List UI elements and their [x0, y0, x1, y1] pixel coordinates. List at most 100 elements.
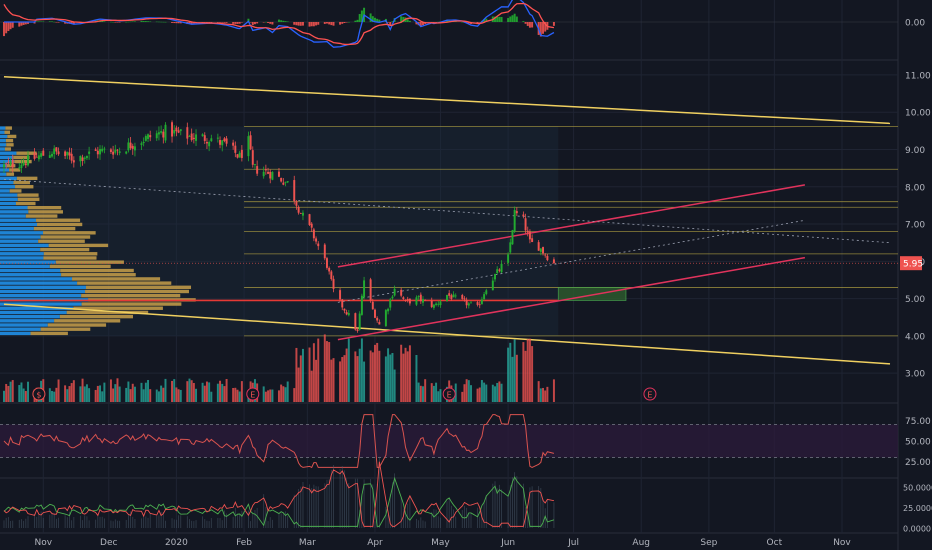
candle-body: [256, 166, 259, 174]
candle-body: [491, 280, 494, 291]
candle-body: [439, 301, 442, 306]
candle-body: [164, 124, 167, 141]
volume-bar: [363, 361, 366, 402]
candle-body: [478, 304, 481, 306]
candle-body: [424, 299, 427, 301]
volume-profile-bar-sell: [47, 323, 107, 327]
candle-body: [293, 180, 296, 202]
macd-histogram-bar: [528, 22, 531, 28]
volume-bar: [264, 391, 267, 402]
candle-body: [175, 127, 178, 132]
macd-histogram-bar: [225, 22, 228, 23]
candle-body: [419, 294, 422, 302]
volume-bar: [24, 391, 27, 402]
candle-body: [448, 293, 451, 296]
macd-histogram-bar: [232, 22, 235, 24]
macd-histogram-bar: [524, 22, 527, 24]
macd-histogram-bar: [369, 13, 372, 22]
volume-profile-bar-sell: [7, 134, 17, 139]
volume-profile-bar-sell: [43, 231, 96, 235]
candle-body: [524, 218, 527, 231]
candle-body: [511, 230, 514, 245]
candle-body: [470, 302, 472, 304]
candle-body: [374, 309, 376, 318]
volume-bar: [393, 369, 396, 402]
candle-body: [88, 151, 91, 154]
candle-body: [544, 254, 547, 256]
candle-body: [415, 297, 418, 305]
volume-bar: [537, 381, 540, 402]
price-tick-label: 3.00: [905, 370, 925, 380]
candle-body: [480, 299, 483, 305]
candle-body: [341, 299, 344, 308]
candle-body: [483, 294, 486, 300]
event-marker-label: $: [36, 391, 41, 400]
volume-bar: [20, 382, 23, 402]
macd-histogram-bar: [308, 22, 311, 27]
candle-body: [103, 148, 106, 150]
volume-bar: [507, 347, 510, 402]
macd-histogram-bar: [277, 19, 280, 22]
volume-bar: [315, 359, 318, 402]
candle-body: [299, 213, 302, 214]
volume-profile-bar-buy: [0, 126, 6, 130]
candle-body: [101, 148, 104, 152]
volume-bar: [129, 389, 132, 402]
macd-histogram-bar: [422, 22, 424, 26]
volume-profile-bar-buy: [0, 189, 10, 193]
macd-histogram-bar: [315, 22, 318, 26]
macd-histogram-bar: [356, 19, 359, 22]
macd-histogram-bar: [144, 21, 147, 22]
rsi-tick-label: 25.00: [905, 458, 931, 468]
bottom-tick-label: 25.0000: [903, 504, 932, 513]
macd-histogram-bar: [190, 22, 193, 24]
candle-body: [240, 149, 243, 158]
volume-profile-bar-buy: [0, 277, 73, 281]
rsi-band: [0, 424, 898, 458]
volume-bar: [127, 381, 130, 402]
volume-profile-bar-sell: [54, 319, 121, 323]
macd-histogram-bar: [467, 22, 470, 24]
macd-tick-label: 0.00: [905, 19, 925, 29]
volume-bar: [68, 386, 71, 402]
volume-bar: [238, 391, 241, 402]
candle-body: [310, 223, 313, 228]
volume-bar: [147, 380, 150, 402]
macd-histogram-bar: [511, 15, 514, 22]
macd-histogram-bar: [247, 18, 250, 22]
macd-histogram-bar: [542, 22, 545, 34]
time-tick-label: Mar: [299, 538, 316, 548]
candle-body: [133, 146, 136, 151]
macd-histogram-bar: [387, 22, 390, 23]
macd-histogram-bar: [42, 21, 45, 23]
macd-histogram-bar: [526, 22, 529, 26]
macd-histogram-bar: [175, 22, 178, 24]
candle-body: [358, 313, 361, 330]
macd-histogram-bar: [400, 16, 403, 22]
volume-bar: [109, 379, 112, 402]
volume-profile-bar-buy: [0, 243, 49, 248]
volume-profile-bar-sell: [49, 264, 111, 269]
candle-body: [450, 295, 453, 299]
volume-bar: [546, 386, 549, 402]
macd-histogram-bar: [280, 20, 283, 22]
macd-histogram-bar: [522, 21, 525, 22]
candle-body: [496, 269, 499, 274]
volume-profile-bar-sell: [61, 273, 136, 277]
candle-body: [177, 130, 180, 133]
candle-body: [404, 299, 407, 301]
macd-histogram-bar: [20, 22, 23, 26]
volume-bar: [470, 385, 472, 402]
price-pane[interactable]: $ E E E: [0, 76, 898, 402]
candle-body: [81, 157, 84, 161]
volume-bar: [118, 386, 121, 402]
macd-histogram-bar: [515, 16, 518, 22]
volume-bar: [11, 380, 14, 402]
macd-histogram-bar: [33, 22, 36, 24]
macd-histogram-bar: [251, 22, 254, 26]
volume-profile-bar-buy: [0, 310, 67, 315]
volume-bar: [422, 386, 424, 402]
candle-body: [328, 267, 331, 272]
volume-bar: [539, 388, 542, 402]
